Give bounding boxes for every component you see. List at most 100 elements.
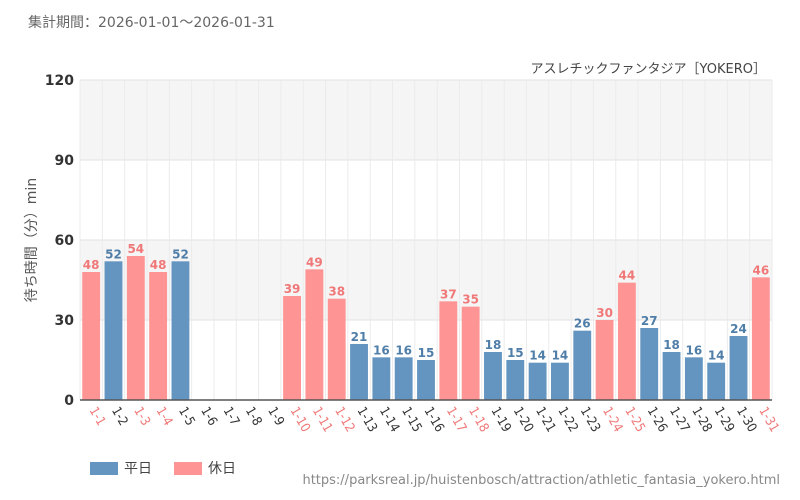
x-tick-1-30: 1-30 bbox=[733, 405, 759, 435]
value-label-1-5: 52 bbox=[172, 247, 189, 261]
bar-1-15 bbox=[394, 357, 413, 400]
value-label-1-30: 24 bbox=[730, 322, 747, 336]
x-tick-1-11: 1-11 bbox=[309, 405, 335, 435]
x-tick-1-21: 1-21 bbox=[532, 405, 558, 435]
value-label-1-14: 16 bbox=[373, 343, 390, 357]
x-tick-1-19: 1-19 bbox=[488, 405, 514, 435]
legend: 平日 休日 bbox=[90, 458, 236, 478]
x-tick-1-29: 1-29 bbox=[711, 405, 737, 435]
value-label-1-28: 16 bbox=[686, 343, 703, 357]
bar-1-27 bbox=[662, 352, 681, 400]
value-label-1-4: 48 bbox=[150, 258, 167, 272]
legend-item-holiday[interactable]: 休日 bbox=[174, 458, 236, 478]
x-tick-1-8: 1-8 bbox=[242, 405, 265, 429]
background-bands bbox=[80, 80, 772, 320]
x-tick-1-25: 1-25 bbox=[621, 405, 647, 435]
value-label-1-25: 44 bbox=[619, 269, 636, 283]
bar-1-1 bbox=[82, 272, 101, 400]
bar-1-16 bbox=[417, 360, 435, 400]
y-tick-4: 120 bbox=[45, 73, 74, 89]
bar-1-18 bbox=[461, 306, 480, 400]
value-label-1-17: 37 bbox=[440, 287, 457, 301]
bar-1-19 bbox=[484, 352, 502, 400]
x-tick-1-20: 1-20 bbox=[510, 405, 536, 435]
x-tick-1-31: 1-31 bbox=[755, 405, 781, 435]
bar-1-13 bbox=[350, 344, 368, 400]
y-axis-label: 待ち時間（分）min bbox=[24, 178, 40, 302]
x-tick-1-28: 1-28 bbox=[688, 405, 714, 435]
value-label-1-12: 38 bbox=[328, 285, 345, 299]
x-tick-1-14: 1-14 bbox=[376, 405, 402, 435]
x-tick-1-6: 1-6 bbox=[197, 405, 220, 429]
x-tick-1-16: 1-16 bbox=[421, 405, 447, 435]
x-tick-1-13: 1-13 bbox=[354, 405, 380, 435]
x-tick-1-10: 1-10 bbox=[287, 405, 313, 435]
bar-1-3 bbox=[126, 256, 145, 400]
bar-1-30 bbox=[729, 336, 748, 400]
x-tick-1-27: 1-27 bbox=[666, 405, 692, 435]
source-url: https://parksreal.jp/huistenbosch/attrac… bbox=[302, 473, 780, 488]
bar-1-31 bbox=[751, 277, 770, 400]
value-label-1-15: 16 bbox=[395, 343, 412, 357]
x-tick-1-5: 1-5 bbox=[175, 405, 198, 429]
value-label-1-26: 27 bbox=[641, 314, 658, 328]
bar-1-10 bbox=[283, 296, 301, 400]
band-3 bbox=[80, 80, 772, 160]
bar-1-29 bbox=[707, 362, 726, 400]
legend-swatch-holiday bbox=[174, 461, 202, 475]
bar-1-14 bbox=[372, 357, 391, 400]
bar-1-25 bbox=[617, 282, 636, 400]
bar-1-2 bbox=[104, 261, 123, 400]
legend-label-weekday: 平日 bbox=[124, 461, 152, 477]
bar-1-26 bbox=[640, 328, 659, 400]
x-tick-1-22: 1-22 bbox=[554, 405, 580, 435]
legend-label-holiday: 休日 bbox=[208, 461, 236, 477]
bar-1-24 bbox=[595, 320, 614, 400]
value-label-1-11: 49 bbox=[306, 255, 323, 269]
grid-lines bbox=[79, 79, 773, 400]
bar-1-28 bbox=[684, 357, 703, 400]
legend-swatch-weekday bbox=[90, 461, 118, 475]
x-tick-1-12: 1-12 bbox=[331, 405, 357, 435]
value-label-1-18: 35 bbox=[462, 293, 479, 307]
value-label-1-21: 14 bbox=[529, 349, 546, 363]
bar-1-20 bbox=[506, 360, 525, 400]
y-tick-3: 90 bbox=[55, 153, 75, 169]
value-label-1-20: 15 bbox=[507, 346, 524, 360]
bar-1-12 bbox=[327, 298, 346, 400]
value-label-1-23: 26 bbox=[574, 317, 591, 331]
value-label-1-31: 46 bbox=[752, 263, 769, 277]
value-label-1-2: 52 bbox=[105, 247, 122, 261]
bar-1-21 bbox=[528, 362, 547, 400]
x-tick-1-7: 1-7 bbox=[220, 405, 243, 429]
y-tick-1: 30 bbox=[55, 313, 75, 329]
bar-1-17 bbox=[439, 301, 458, 400]
bar-1-23 bbox=[573, 330, 592, 400]
bar-1-4 bbox=[149, 272, 168, 400]
x-tick-1-2: 1-2 bbox=[108, 405, 131, 429]
value-label-1-16: 15 bbox=[418, 346, 435, 360]
x-tick-1-18: 1-18 bbox=[465, 405, 491, 435]
x-tick-1-3: 1-3 bbox=[130, 405, 153, 429]
x-tick-1-23: 1-23 bbox=[577, 405, 603, 435]
bar-1-22 bbox=[551, 362, 569, 400]
y-tick-labels: 0 30 60 90 120 bbox=[45, 73, 74, 409]
x-tick-1-15: 1-15 bbox=[398, 405, 424, 435]
chart-subtitle: アスレチックファンタジア［YOKERO］ bbox=[531, 62, 766, 77]
x-tick-1-17: 1-17 bbox=[443, 405, 469, 435]
value-label-1-24: 30 bbox=[596, 306, 613, 320]
x-tick-1-1: 1-1 bbox=[86, 405, 109, 429]
value-label-1-10: 39 bbox=[284, 282, 301, 296]
value-label-1-27: 18 bbox=[663, 338, 680, 352]
value-labels: 48 52 54 48 52 39 49 38 21 16 16 15 37 35 18 15 14 14 26 30… bbox=[83, 242, 769, 363]
legend-item-weekday[interactable]: 平日 bbox=[90, 458, 152, 478]
value-label-1-19: 18 bbox=[485, 338, 502, 352]
value-label-1-3: 54 bbox=[127, 242, 144, 256]
bar-1-5 bbox=[171, 261, 190, 400]
y-tick-0: 0 bbox=[64, 393, 74, 409]
value-label-1-1: 48 bbox=[83, 258, 100, 272]
value-label-1-13: 21 bbox=[351, 330, 368, 344]
value-label-1-29: 14 bbox=[708, 349, 725, 363]
value-label-1-22: 14 bbox=[552, 349, 569, 363]
